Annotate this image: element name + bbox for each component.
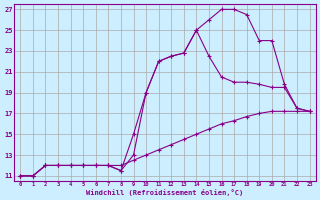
X-axis label: Windchill (Refroidissement éolien,°C): Windchill (Refroidissement éolien,°C) [86,189,244,196]
